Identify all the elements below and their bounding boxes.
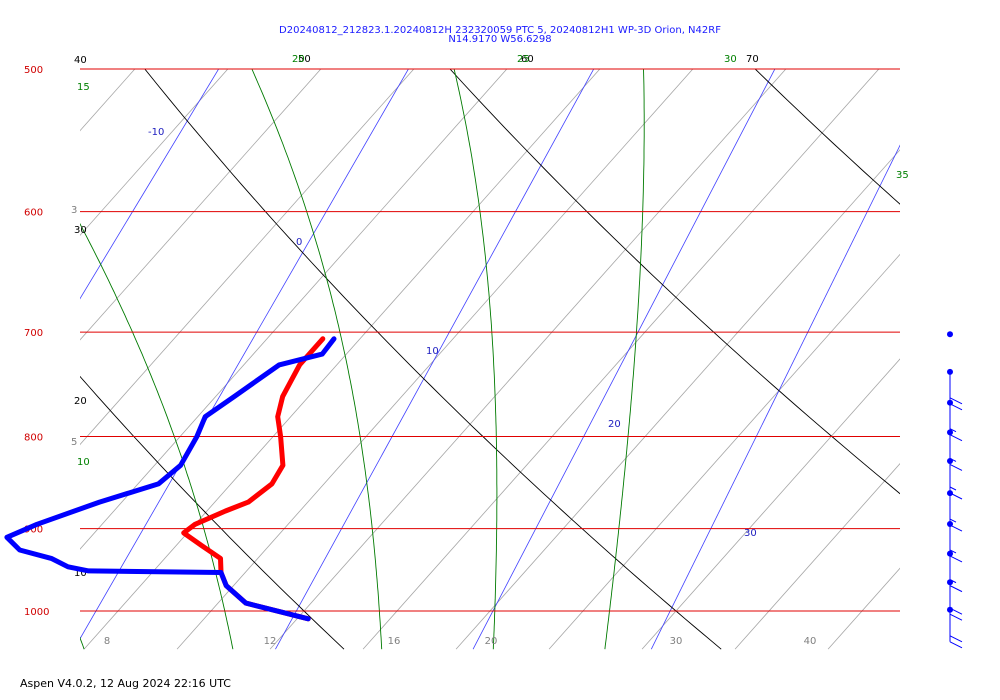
dry-adiabat-line (144, 69, 722, 650)
isotherm-line (80, 69, 508, 550)
dewpoint-trace (4, 336, 337, 622)
pressure-tick-label: 800 (24, 433, 43, 444)
isotherm-line (641, 358, 900, 650)
temperature-tick-label: 12 (264, 636, 277, 647)
wind-barb-half-flag (949, 518, 957, 523)
isotherm-line (548, 253, 900, 650)
temperature-tick-label: 8 (104, 636, 110, 647)
moist-adiabat-label: 15 (77, 82, 90, 93)
dry-adiabat-label: 60 (521, 54, 534, 65)
isotherm-label: 30 (744, 528, 757, 539)
moist-adiabat-line (453, 69, 498, 650)
dry-adiabat-line (449, 69, 900, 495)
wind-barb-half-flag (949, 486, 957, 491)
isotherm-line (83, 69, 601, 650)
moist-adiabat-label: 30 (724, 54, 737, 65)
dry-adiabat-line (754, 69, 900, 205)
wind-barb-flag (949, 613, 963, 621)
wind-barb-flag (949, 641, 963, 649)
isotherm-label: 20 (608, 419, 621, 430)
mixing-ratio-line (275, 69, 595, 650)
wind-barb-half-flag (949, 428, 957, 433)
wind-barb-dot (947, 331, 953, 338)
pressure-tick-label: 500 (24, 65, 43, 76)
moist-adiabat-line (80, 222, 234, 650)
moist-adiabat-label: 25 (517, 54, 530, 65)
isotherm-line (80, 69, 322, 341)
wind-barb-half-flag (949, 549, 957, 554)
chart-title-line1: D20240812_212823.1.20240812H 232320059 P… (279, 25, 721, 36)
wind-barb-flag (949, 635, 963, 643)
isotherm-label: 10 (426, 346, 439, 357)
moist-adiabat-line (251, 69, 383, 650)
temperature-tick-label: 20 (485, 636, 498, 647)
isotherm-line (80, 69, 229, 236)
mixing-ratio-label: 3 (71, 205, 77, 216)
isotherm-line (734, 463, 900, 650)
footer-version-text: Aspen V4.0.2, 12 Aug 2024 22:16 UTC (20, 677, 231, 690)
wind-barb-flag (949, 397, 963, 405)
moist-adiabat-label: 35 (896, 170, 909, 181)
dry-adiabat-label: 20 (74, 396, 87, 407)
wind-barb-flag (949, 434, 963, 442)
pressure-tick-label: 1000 (24, 607, 49, 618)
moist-adiabat-label: 10 (77, 457, 90, 468)
mixing-ratio-label: 5 (71, 437, 77, 448)
chart-title-line2: N14.9170 W56.6298 (448, 34, 552, 45)
isotherm-label: 0 (296, 237, 302, 248)
isotherm-line (269, 69, 787, 650)
isotherm-line (455, 149, 900, 650)
mixing-ratio-line (650, 144, 900, 650)
isotherm-line (0, 37, 70, 649)
plot-area (0, 37, 1000, 650)
dry-adiabat-label: 40 (74, 55, 87, 66)
wind-barb-flag (949, 585, 963, 593)
isotherm-line (827, 567, 900, 650)
wind-barb-flag (949, 555, 963, 563)
dry-adiabat-label: 10 (74, 568, 87, 579)
dry-adiabat-line (80, 375, 345, 650)
dry-adiabat-label: 50 (298, 54, 311, 65)
temperature-tick-label: 30 (670, 636, 683, 647)
dry-adiabat-label: 70 (746, 54, 759, 65)
isotherm-line (80, 69, 415, 446)
mixing-ratio-line (80, 69, 409, 640)
isotherm-line (921, 37, 1000, 649)
moist-adiabat-line (604, 69, 645, 650)
moist-adiabat-label: 20 (292, 54, 305, 65)
isotherm-line (362, 69, 880, 650)
isotherm-line (80, 69, 136, 132)
dry-adiabat-label: 30 (74, 225, 87, 236)
isotherm-label: -10 (148, 127, 164, 138)
pressure-tick-label: 700 (24, 328, 43, 339)
pressure-tick-label: 600 (24, 208, 43, 219)
pressure-tick-label: 900 (24, 525, 43, 536)
temperature-tick-label: 16 (388, 636, 401, 647)
wind-barb-flag (949, 463, 963, 471)
mixing-ratio-line (472, 69, 776, 650)
isotherm-line (176, 69, 694, 650)
mixing-ratio-line (80, 69, 220, 300)
temperature-tick-label: 40 (804, 636, 817, 647)
